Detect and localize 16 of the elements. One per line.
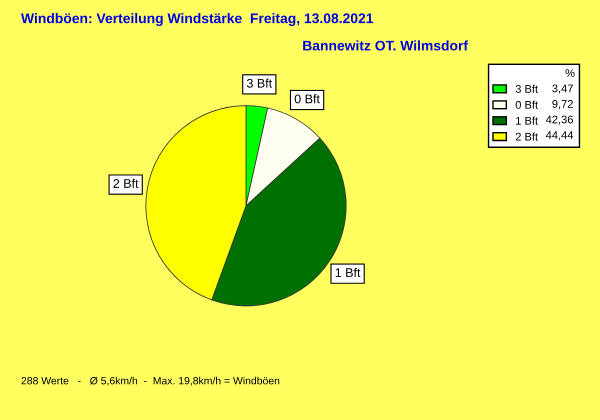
legend-label: 0 Bft [516, 100, 538, 109]
data-label: 3,47 [552, 84, 573, 94]
text: 288 Werte - Ø 5,6km/h - Max. 19,8km/h = Windböen [22, 376, 280, 386]
slice-label: 3 Bft [246, 78, 272, 88]
data-label: 42,36 [546, 116, 573, 125]
chart-subtitle: Bannewitz OT. Wilmsdorf [303, 40, 468, 51]
chart-title: Windböen: Verteilung Windstärke Freitag, 13.08.2021 [21, 13, 374, 26]
legend-label: 2 Bft [516, 132, 538, 141]
legend-title: % [566, 69, 575, 77]
slice-label: 0 Bft [294, 94, 320, 104]
slice-label: 1 Bft [336, 268, 360, 278]
data-label: 44,44 [546, 131, 574, 140]
legend-label: 1 Bft [516, 116, 538, 125]
slice-label: 2 Bft [113, 178, 138, 188]
data-label: 9,72 [552, 100, 573, 110]
legend-label: 3 Bft [516, 84, 538, 93]
